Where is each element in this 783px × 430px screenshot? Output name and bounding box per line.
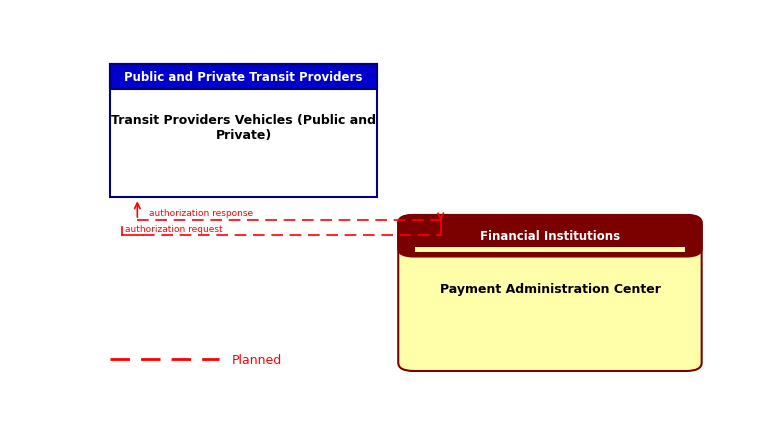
Text: Payment Administration Center: Payment Administration Center: [439, 282, 660, 295]
FancyBboxPatch shape: [399, 215, 702, 371]
Bar: [415, 235, 684, 249]
Text: authorization request: authorization request: [125, 224, 223, 233]
FancyBboxPatch shape: [399, 215, 702, 257]
Text: authorization response: authorization response: [150, 209, 254, 218]
Text: Planned: Planned: [232, 353, 282, 366]
Text: Financial Institutions: Financial Institutions: [480, 230, 620, 243]
Bar: [110, 65, 377, 197]
Bar: [415, 247, 684, 252]
Bar: [110, 65, 377, 90]
Text: Public and Private Transit Providers: Public and Private Transit Providers: [124, 71, 363, 84]
Text: Transit Providers Vehicles (Public and
Private): Transit Providers Vehicles (Public and P…: [111, 114, 376, 141]
